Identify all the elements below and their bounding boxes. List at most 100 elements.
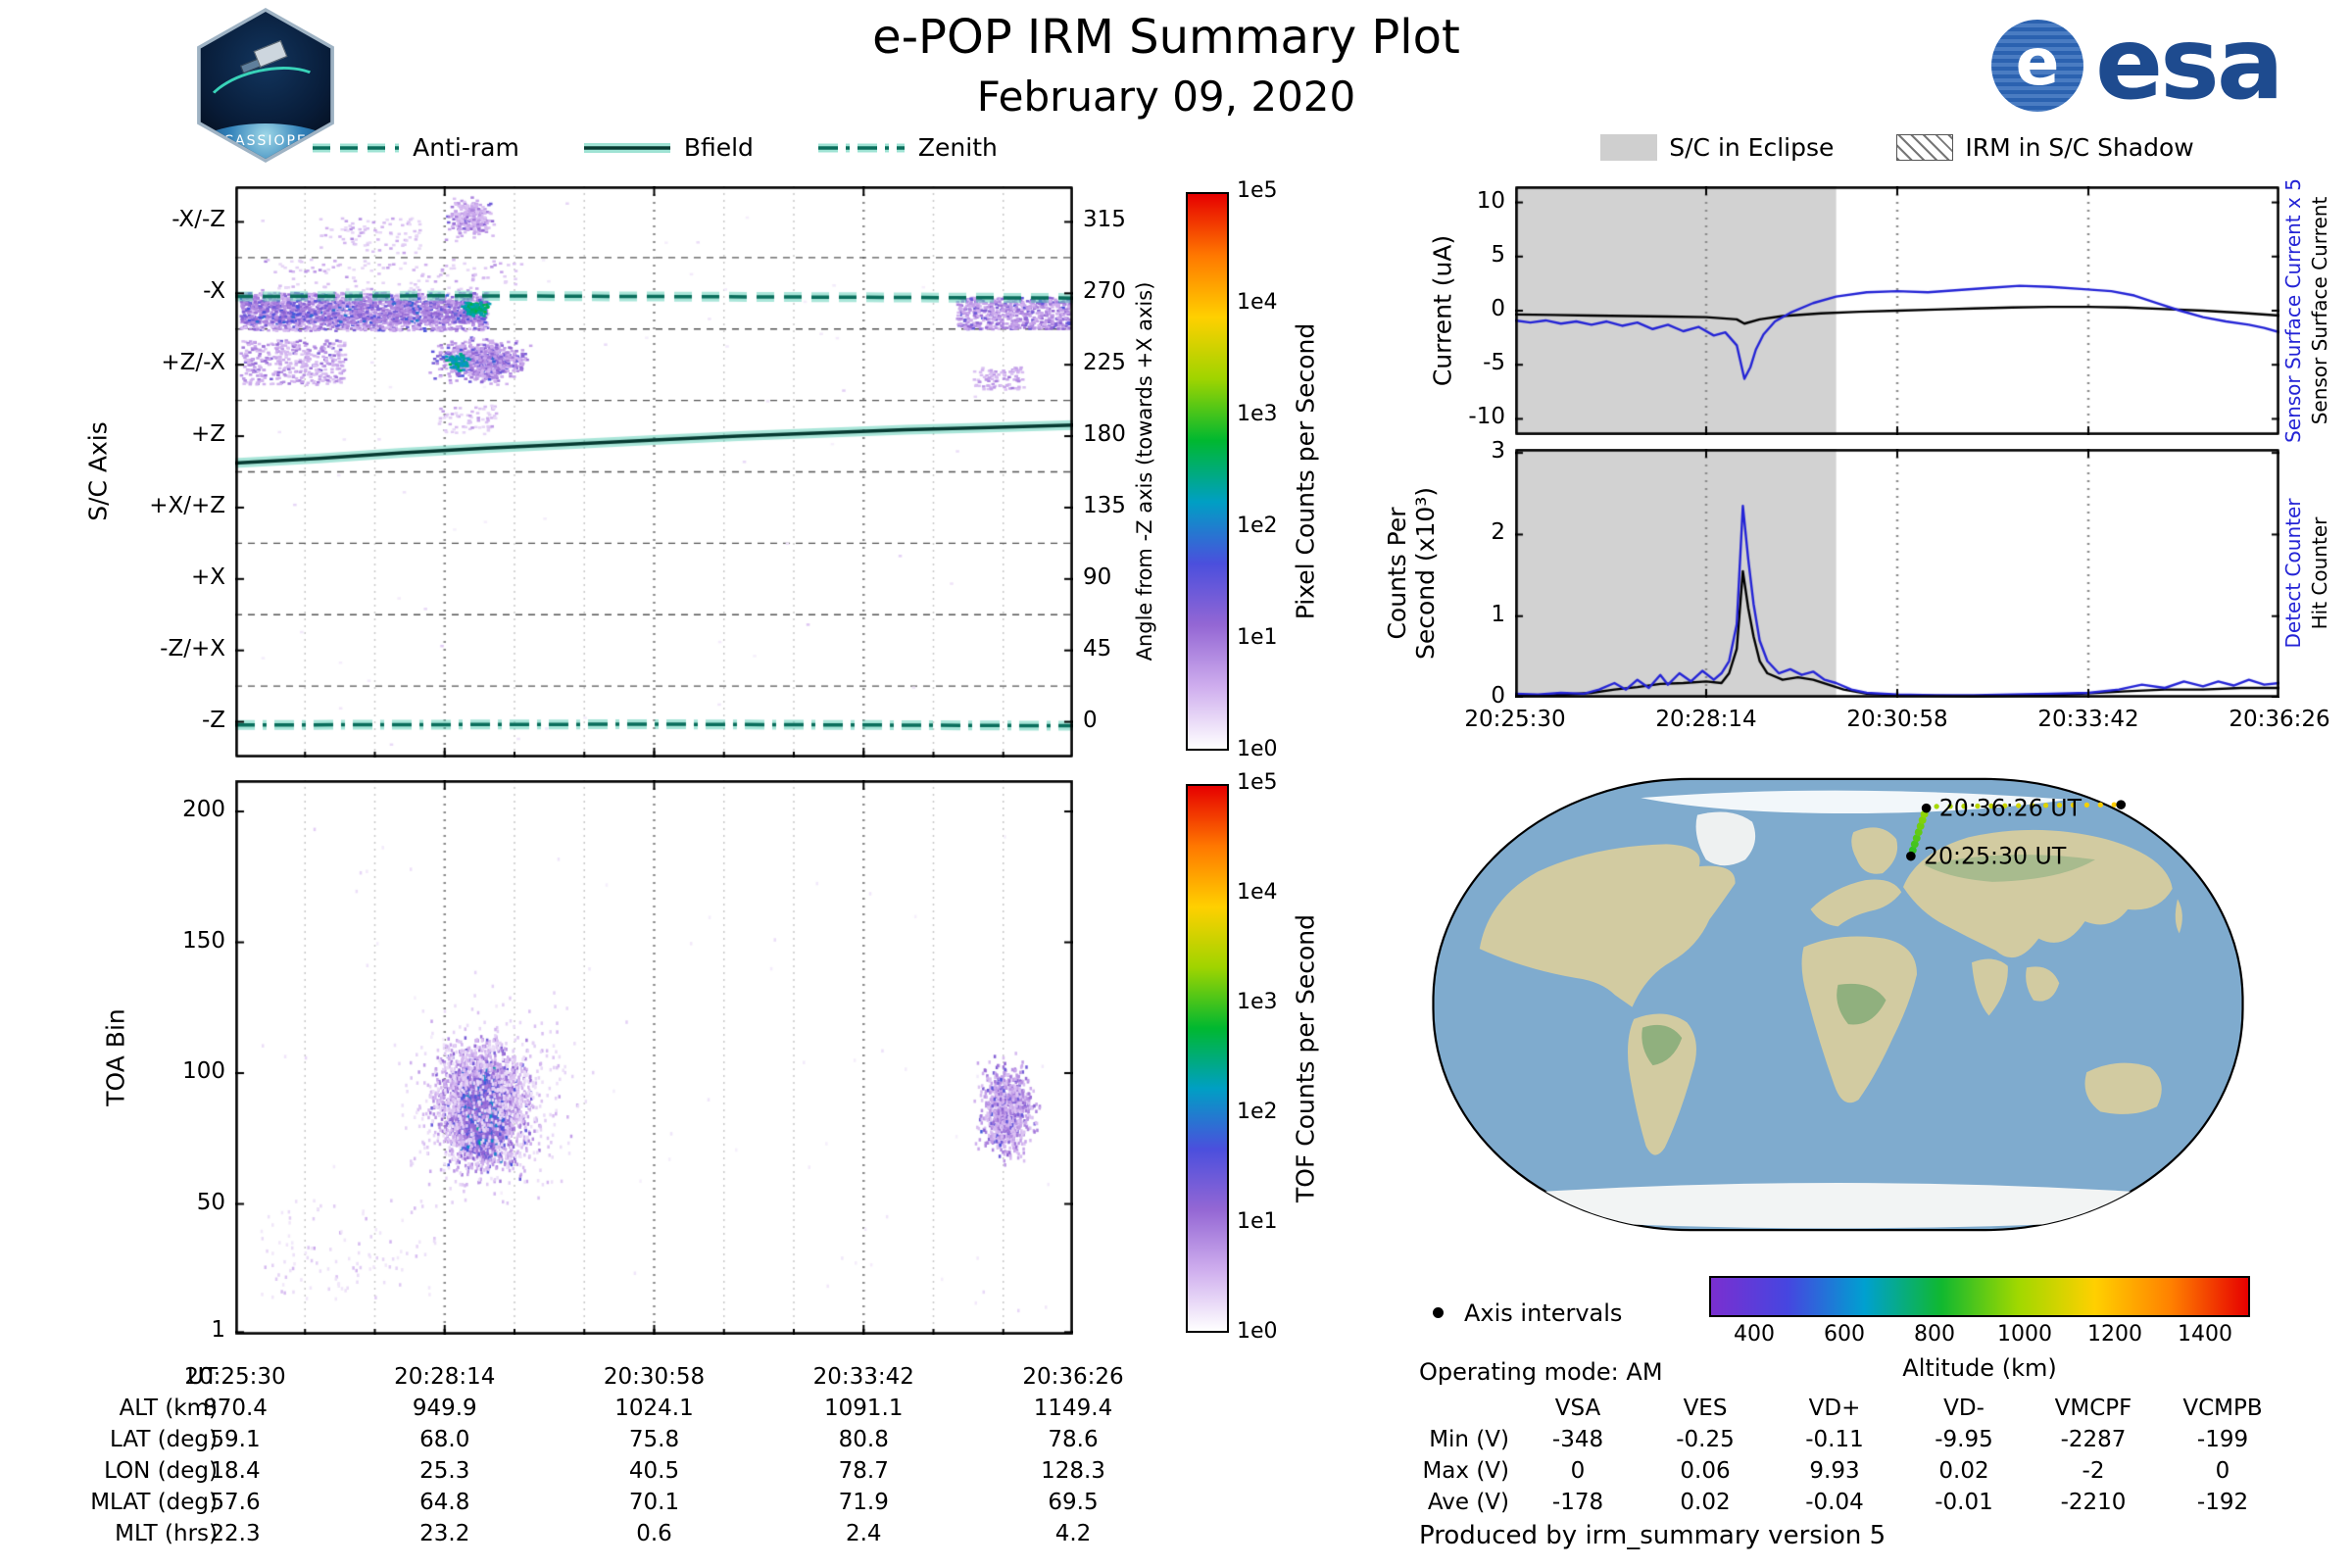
altitude-tick-label: 800 (1914, 1322, 1955, 1347)
c_cnt-ytick-label: 0 (1491, 683, 1505, 709)
tof-counts-colorbar-label: TOF Counts per Second (1291, 914, 1320, 1202)
ephemeris-value: 20:28:14 (394, 1364, 496, 1390)
right-xtick-label: 20:28:14 (1655, 707, 1757, 732)
sc-axis-ytick-label: +Z (190, 421, 225, 448)
legend-item-anti-ram: Anti-ram (311, 133, 519, 162)
legend-item-eclipse: S/C in Eclipse (1600, 133, 1834, 162)
ephemeris-value: 75.8 (628, 1427, 680, 1452)
track-point (1934, 804, 1939, 809)
ephemeris-value: 2.4 (845, 1521, 882, 1546)
track-point (2070, 802, 2077, 808)
legend-label: IRM in S/C Shadow (1965, 133, 2194, 162)
sc-axis-ytick-label: +Z/-X (161, 350, 225, 376)
voltage-value: -2 (2082, 1458, 2105, 1484)
voltage-value: -348 (1551, 1427, 1604, 1452)
sc-axis-legend: Anti-ram Bfield Zenith (235, 133, 1073, 162)
axis-intervals-label: Axis intervals (1464, 1299, 1623, 1327)
track-point (1988, 803, 1994, 808)
map-track-start-label: 20:25:30 UT (1924, 843, 2067, 870)
mission-badge-label: CASSIOPE (223, 133, 308, 149)
c_cnt-ytick-label: 1 (1491, 601, 1505, 627)
track-point (1918, 815, 1927, 824)
sc-axis-ytick-label: -X/-Z (172, 207, 225, 233)
ephemeris-row-label: LAT (deg) (110, 1427, 218, 1452)
voltage-value: 0 (1570, 1458, 1586, 1484)
shadow-hatch-swatch-icon (1896, 134, 1954, 161)
c_cur-ytick-label: 0 (1491, 296, 1505, 321)
angle-ytick-label: 180 (1083, 421, 1126, 448)
tof-counts-colorbar (1186, 784, 1229, 1333)
produced-by-label: Produced by irm_summary version 5 (1419, 1521, 1886, 1550)
ephemeris-row-label: MLT (hrs) (115, 1521, 218, 1546)
right-xtick-label: 20:25:30 (1464, 707, 1566, 732)
colorbar-tick-label: 1e3 (1237, 990, 1278, 1014)
world-map: 20:25:30 UT 20:36:26 UT (1432, 777, 2244, 1232)
operating-mode-label: Operating mode: AM (1419, 1358, 1663, 1386)
voltage-value: -178 (1551, 1490, 1604, 1515)
voltage-col-header: VCMPB (2182, 1396, 2263, 1421)
legend-item-bfield: Bfield (582, 133, 754, 162)
page-date: February 09, 2020 (976, 73, 1356, 121)
ephemeris-value: 80.8 (838, 1427, 889, 1452)
map-continents (1479, 790, 2182, 1229)
c_cur-ytick-label: -10 (1468, 404, 1505, 430)
altitude-tick-label: 1400 (2178, 1322, 2232, 1347)
ephemeris-value: 1149.4 (1033, 1396, 1113, 1421)
colorbar-tick-label: 1e4 (1237, 290, 1278, 315)
esa-wordmark: esa (2095, 6, 2284, 122)
ephemeris-value: 64.8 (419, 1490, 470, 1515)
counts-ylabel: Counts Per Second (x10³) (1383, 487, 1440, 660)
angle-axis-label: Angle from -Z axis (towards +X axis) (1133, 281, 1156, 662)
track-point (2056, 803, 2063, 808)
track-point (2042, 803, 2049, 808)
sc-axis-ytick-label: -Z (201, 707, 225, 733)
angle-ytick-label: 135 (1083, 492, 1126, 518)
ephemeris-value: 25.3 (419, 1458, 470, 1484)
right-xtick-label: 20:36:26 (2229, 707, 2330, 732)
ephemeris-row-label: LON (deg) (104, 1458, 218, 1484)
right-xtick-label: 20:30:58 (1846, 707, 1948, 732)
legend-item-zenith: Zenith (816, 133, 998, 162)
altitude-tick-label: 1000 (1997, 1322, 2052, 1347)
legend-label: Anti-ram (413, 133, 519, 162)
colorbar-tick-label: 1e0 (1237, 1319, 1278, 1344)
voltage-row-label: Min (V) (1429, 1427, 1509, 1452)
ephemeris-value: 71.9 (838, 1490, 889, 1515)
voltage-value: -9.95 (1935, 1427, 1993, 1452)
colorbar-tick-label: 1e0 (1237, 737, 1278, 761)
ephemeris-value: 69.5 (1048, 1490, 1099, 1515)
esa-e-glyph: e (2015, 24, 2060, 100)
track-point (2097, 802, 2103, 808)
voltage-value: -0.04 (1805, 1490, 1864, 1515)
voltage-col-header: VMCPF (2054, 1396, 2132, 1421)
toa-ytick-label: 100 (182, 1058, 225, 1085)
voltage-value: 0 (2215, 1458, 2230, 1484)
voltage-col-header: VD- (1943, 1396, 1984, 1421)
voltage-value: 9.93 (1809, 1458, 1860, 1484)
toa-ylabel: TOA Bin (101, 1008, 130, 1106)
right-xtick-label: 20:33:42 (2037, 707, 2139, 732)
c_cnt-right-label: Detect Counter (2281, 498, 2305, 649)
ephemeris-value: 22.3 (210, 1521, 261, 1546)
c_cur-ytick-label: 5 (1491, 241, 1505, 268)
ephemeris-value: 0.6 (636, 1521, 672, 1546)
c_cur-ytick-label: 10 (1476, 187, 1505, 214)
voltage-col-header: VES (1683, 1396, 1728, 1421)
map-track-end-label: 20:36:26 UT (1939, 795, 2082, 822)
ephemeris-value: 870.4 (203, 1396, 268, 1421)
voltage-value: -199 (2196, 1427, 2249, 1452)
ephemeris-value: 20:25:30 (184, 1364, 286, 1390)
track-point (1947, 804, 1953, 809)
altitude-tick-label: 1200 (2087, 1322, 2142, 1347)
angle-ytick-label: 315 (1083, 207, 1126, 233)
track-point (2002, 803, 2008, 808)
counts-ylabel-line1: Counts Per (1383, 507, 1411, 640)
voltage-value: 0.06 (1680, 1458, 1731, 1484)
legend-label: Bfield (683, 133, 754, 162)
legend-item-shadow: IRM in S/C Shadow (1896, 133, 2194, 162)
voltage-col-header: VSA (1554, 1396, 1601, 1421)
legend-label: Zenith (917, 133, 998, 162)
ephemeris-value: 128.3 (1041, 1458, 1105, 1484)
esa-logo-disc: e (1991, 20, 2083, 112)
